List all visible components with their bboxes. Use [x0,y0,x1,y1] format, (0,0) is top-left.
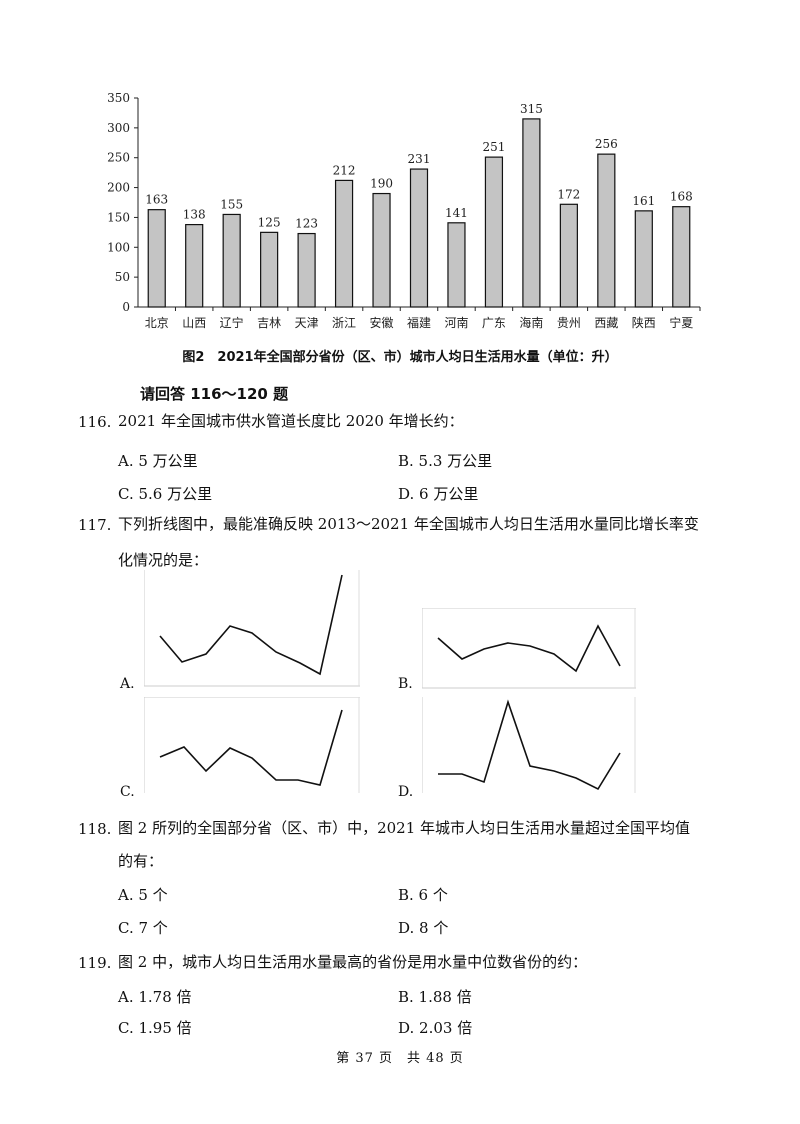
bar-value-label: 155 [220,197,243,211]
bar [634,210,653,308]
bar [372,192,391,308]
q116-option-d[interactable]: D. 6 万公里 [398,485,479,503]
bar [297,232,316,308]
water-usage-bar-chart: 0 50 100 150 200 250 300 350 163 北京 138 山西 155 辽宁 125 吉… [107,91,701,330]
q118-option-c[interactable]: C. 7 个 [118,919,168,937]
x-tick-label: 福建 [407,315,431,330]
q116-option-b[interactable]: B. 5.3 万公里 [398,452,493,470]
question-118-text-line1: 图 2 所列的全国部分省（区、市）中，2021 年城市人均日生活用水量超过全国平… [118,819,691,837]
question-118-number: 118. [78,820,112,838]
x-tick-label: 山西 [182,316,206,330]
q117-option-d-label[interactable]: D. [398,784,414,800]
q119-option-d[interactable]: D. 2.03 倍 [398,1019,473,1037]
q116-option-c[interactable]: C. 5.6 万公里 [118,485,213,503]
question-117-number: 117. [78,516,112,534]
bar [597,153,616,308]
y-tick-label: 300 [107,121,130,135]
line-chart-option-a[interactable] [144,570,360,688]
section-heading: 请回答 116～120 题 [140,385,289,403]
bar [222,213,241,308]
q116-option-a[interactable]: A. 5 万公里 [118,452,198,470]
y-tick-label: 150 [107,210,130,224]
y-tick-label: 0 [122,300,130,314]
bar-value-label: 231 [408,152,431,166]
y-tick-label: 200 [107,181,130,195]
x-tick-label: 贵州 [557,316,581,330]
bar-value-label: 125 [258,215,281,229]
bar [522,118,541,308]
bar [559,203,578,308]
bar-value-label: 168 [670,190,693,204]
y-tick-label: 350 [107,91,130,105]
bar-value-label: 190 [370,177,393,191]
q118-option-a[interactable]: A. 5 个 [118,886,168,904]
bar-value-label: 256 [595,137,618,151]
page-footer: 第 37 页 共 48 页 [336,1051,464,1066]
q117-option-b-label[interactable]: B. [398,676,413,692]
bar-value-label: 161 [632,194,655,208]
bar [672,206,691,308]
bar [185,223,204,308]
question-117-text-line2: 化情况的是： [118,551,209,569]
x-tick-label: 海南 [519,315,543,330]
bar [447,222,466,308]
x-tick-label: 陕西 [632,315,656,330]
bar [334,179,354,308]
x-tick-label: 浙江 [332,316,356,330]
bar-value-label: 251 [482,140,505,154]
question-116-text: 2021 年全国城市供水管道长度比 2020 年增长约： [118,412,464,430]
q117-option-a-label[interactable]: A. [120,676,135,692]
x-tick-label: 西藏 [594,316,618,330]
bar-value-label: 123 [295,217,318,231]
q118-option-b[interactable]: B. 6 个 [398,886,448,904]
question-118-text-line2: 的有： [118,852,164,870]
question-119-number: 119. [78,954,112,972]
chart-caption: 图2 2021年全国部分省份（区、市）城市人均日生活用水量（单位：升） [182,350,618,365]
bar [147,209,166,308]
y-tick-label: 100 [107,240,130,254]
x-tick-label: 广东 [482,316,506,330]
line-chart-option-c[interactable] [144,697,360,795]
y-tick-label: 250 [107,151,130,165]
bar-value-label: 138 [183,208,206,222]
q119-option-a[interactable]: A. 1.78 倍 [118,988,192,1006]
bar-value-label: 212 [333,163,356,177]
bar [484,156,504,308]
q117-option-c-label[interactable]: C. [120,784,135,800]
x-tick-label: 安徽 [370,315,394,330]
x-tick-label: 辽宁 [220,315,244,330]
question-116-number: 116. [78,413,112,431]
y-tick-label: 50 [115,270,130,284]
bar [260,231,279,308]
x-tick-label: 河南 [444,315,468,330]
x-tick-label: 吉林 [257,316,281,330]
q118-option-d[interactable]: D. 8 个 [398,919,449,937]
x-tick-label: 宁夏 [669,315,693,330]
q119-option-b[interactable]: B. 1.88 倍 [398,988,472,1006]
x-tick-label: 天津 [295,316,319,330]
bar-value-label: 163 [145,193,168,207]
bar-value-label: 315 [520,102,543,116]
line-chart-option-d[interactable] [422,697,636,795]
bar-value-label: 172 [557,187,580,201]
question-119-text: 图 2 中，城市人均日生活用水量最高的省份是用水量中位数省份的约： [118,953,588,971]
bar [409,168,429,308]
x-tick-label: 北京 [145,316,169,330]
question-117-text-line1: 下列折线图中，最能准确反映 2013～2021 年全国城市人均日生活用水量同比增… [118,515,699,533]
line-chart-option-b[interactable] [422,608,636,690]
q119-option-c[interactable]: C. 1.95 倍 [118,1019,192,1037]
bar-value-label: 141 [445,206,468,220]
